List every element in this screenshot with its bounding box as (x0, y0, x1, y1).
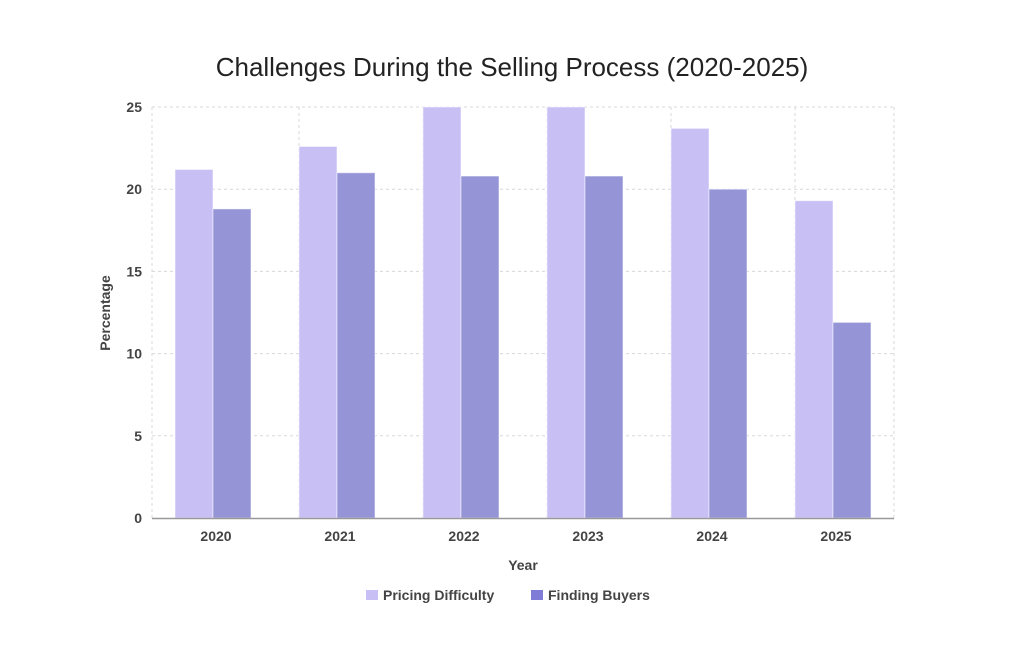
legend-swatch (531, 590, 543, 600)
y-tick-label: 10 (126, 346, 142, 362)
bar-pricing-difficulty-2025 (794, 200, 834, 519)
x-tick-label: 2021 (324, 528, 355, 544)
chart-title: Challenges During the Selling Process (2… (216, 52, 809, 82)
legend-label: Pricing Difficulty (383, 587, 494, 603)
y-axis-label: Percentage (97, 275, 113, 351)
x-tick-label: 2024 (696, 528, 727, 544)
legend-swatch (366, 590, 378, 600)
y-tick-label: 5 (134, 428, 142, 444)
bar-pricing-difficulty-2022 (422, 106, 462, 519)
x-tick-labels: 2020 2021 2022 2023 2024 2025 (200, 528, 851, 544)
bar-finding-buyers-2023 (584, 175, 624, 519)
grid (151, 106, 895, 518)
y-tick-label: 0 (134, 510, 142, 526)
x-axis-label: Year (508, 557, 538, 573)
y-tick-label: 25 (126, 99, 142, 115)
bar-finding-buyers-2025 (832, 321, 872, 519)
y-tick-labels: 0 5 10 15 20 25 (126, 99, 142, 526)
bar-finding-buyers-2024 (708, 188, 748, 519)
legend-label: Finding Buyers (548, 587, 650, 603)
y-tick-label: 20 (126, 181, 142, 197)
bar-finding-buyers-2021 (336, 172, 376, 519)
bar-pricing-difficulty-2024 (670, 127, 710, 519)
bar-pricing-difficulty-2023 (546, 106, 586, 519)
bar-pricing-difficulty-2021 (298, 145, 338, 519)
bars (174, 106, 872, 519)
y-tick-label: 15 (126, 263, 142, 279)
x-tick-label: 2020 (200, 528, 231, 544)
x-tick-label: 2025 (820, 528, 851, 544)
x-tick-label: 2022 (448, 528, 479, 544)
bar-finding-buyers-2020 (212, 208, 252, 519)
bar-finding-buyers-2022 (460, 175, 500, 519)
x-tick-label: 2023 (572, 528, 603, 544)
legend: Pricing Difficulty Finding Buyers (366, 587, 650, 603)
bar-pricing-difficulty-2020 (174, 168, 214, 519)
